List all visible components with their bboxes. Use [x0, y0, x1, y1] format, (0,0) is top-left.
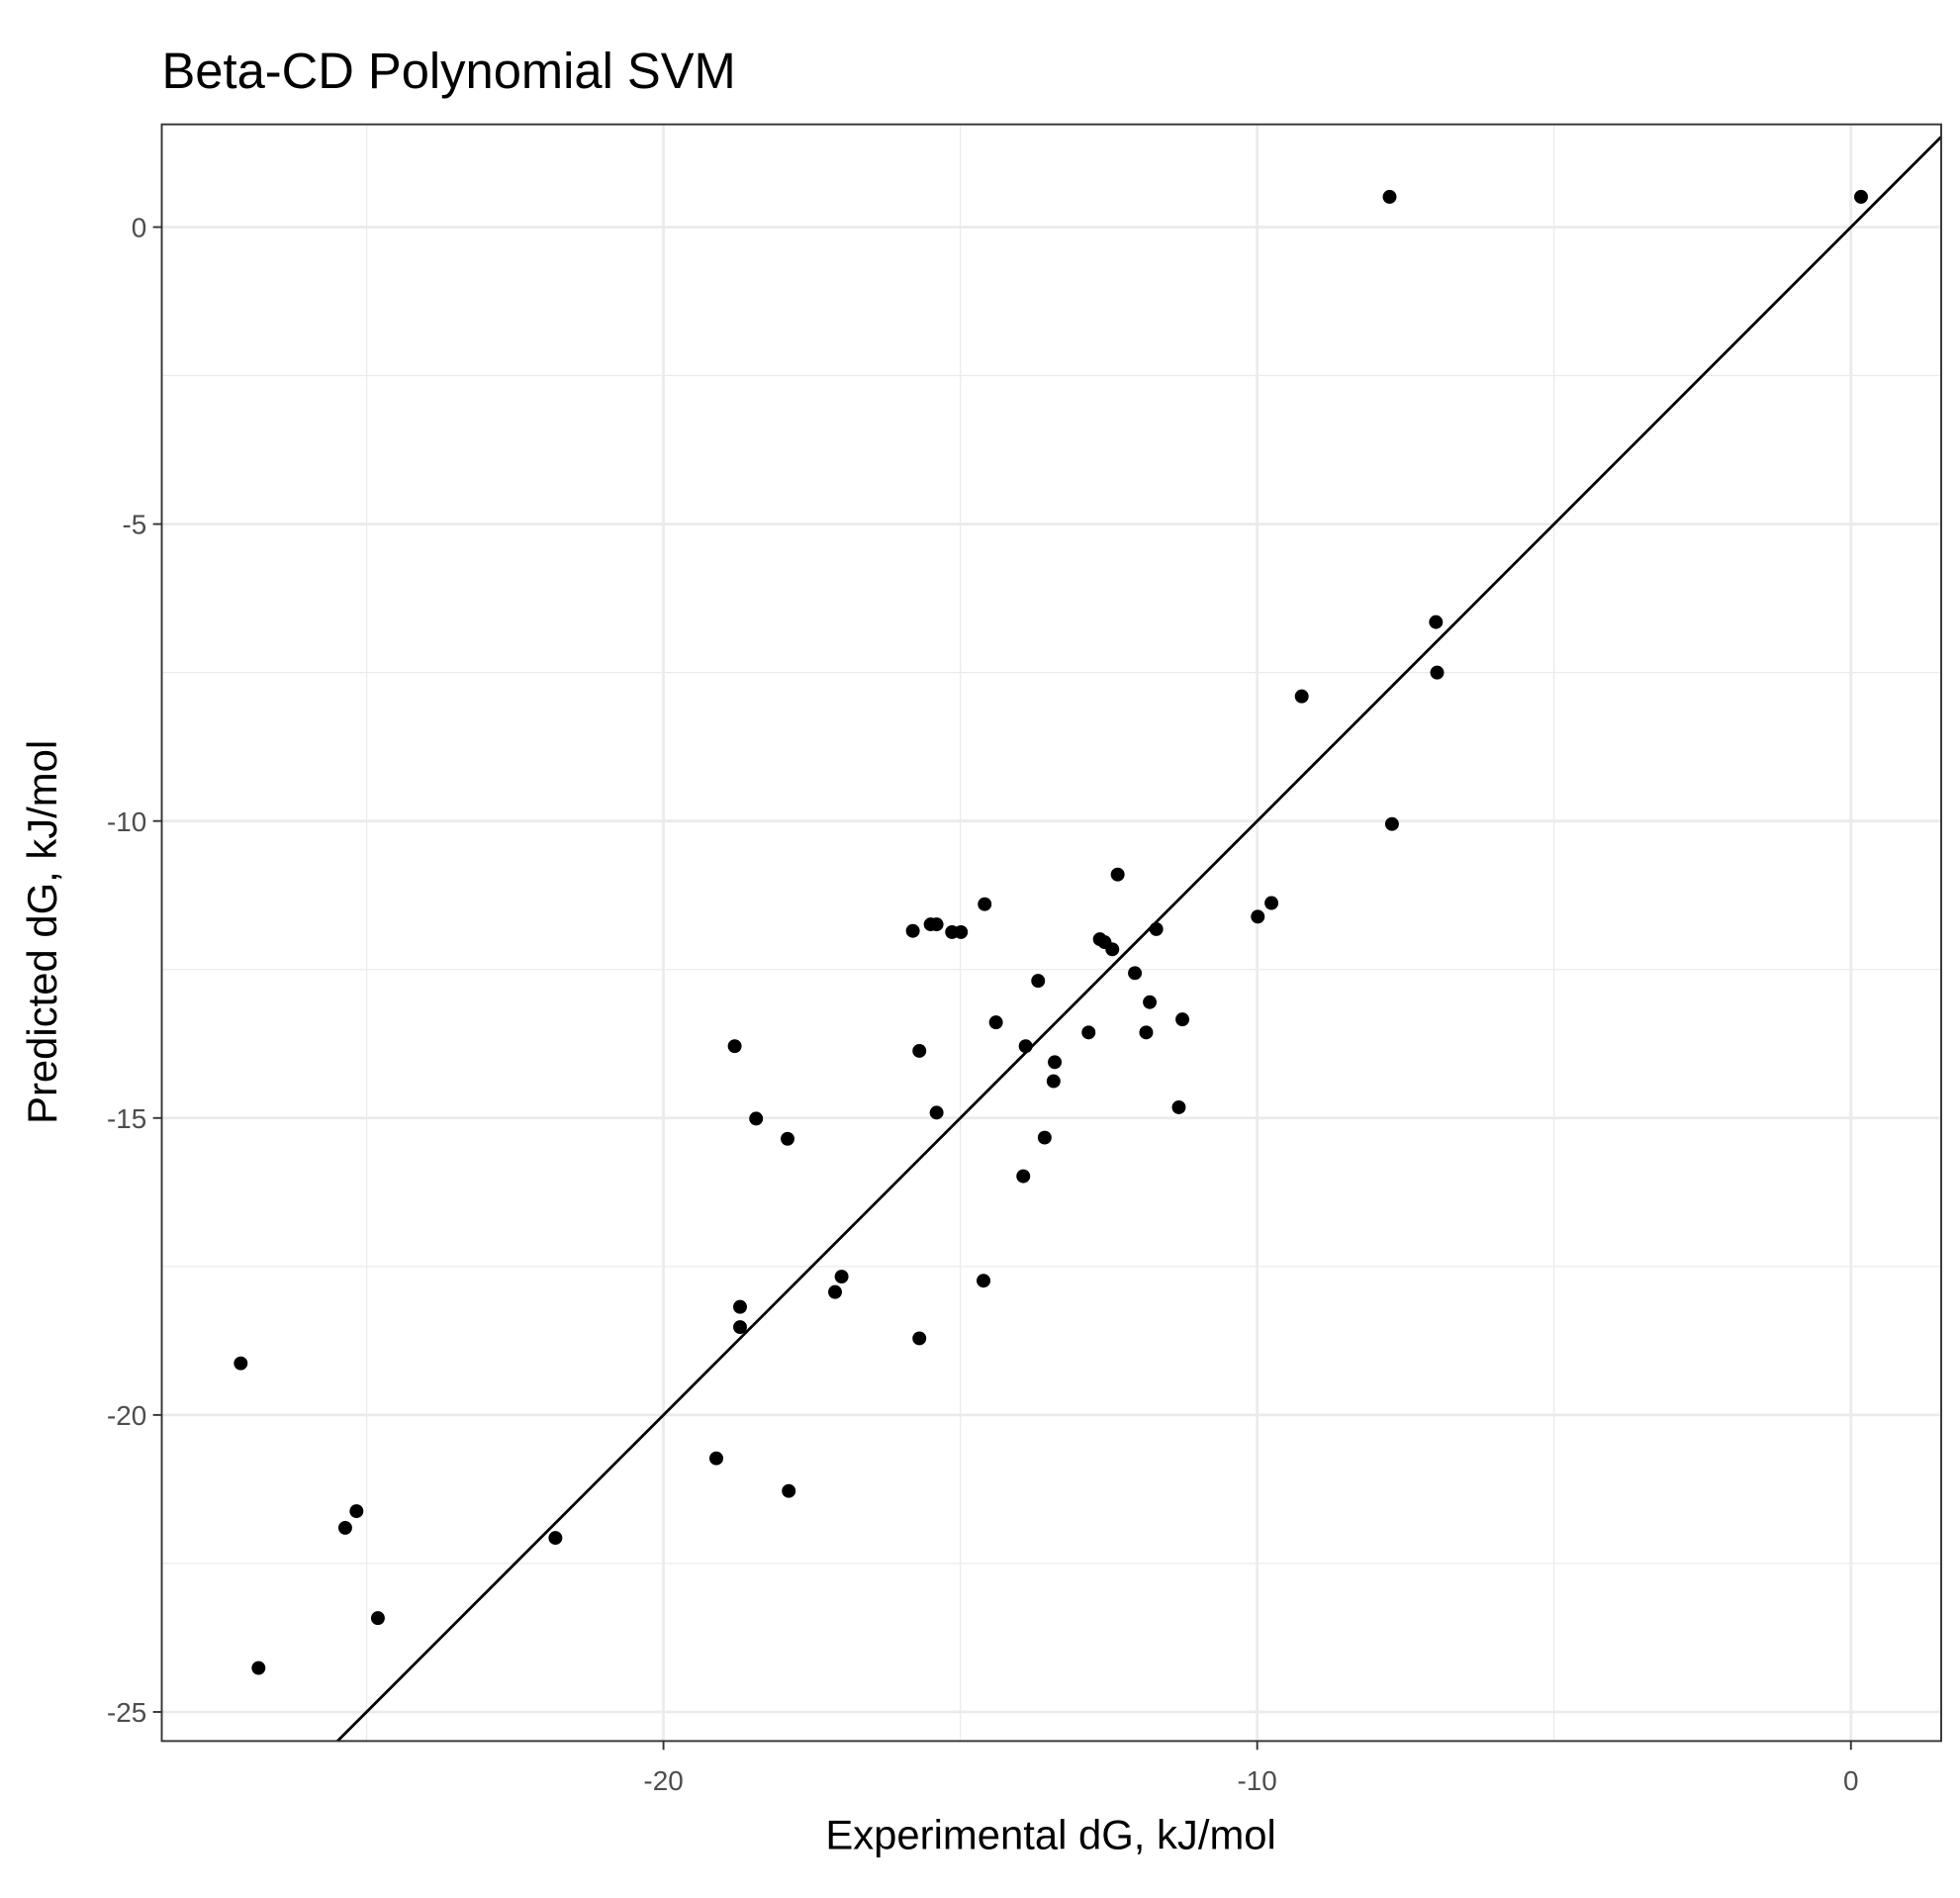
point	[1143, 995, 1158, 1009]
chart-title: Beta-CD Polynomial SVM	[161, 43, 735, 99]
x-tick-label: 0	[1843, 1765, 1859, 1796]
point	[1429, 615, 1444, 629]
point	[1016, 1169, 1031, 1184]
identity-line	[336, 136, 1942, 1743]
point	[251, 1661, 266, 1675]
point	[1037, 1130, 1052, 1145]
point	[1382, 189, 1397, 204]
x-tick-label: -10	[1238, 1765, 1277, 1796]
point	[370, 1611, 385, 1626]
point	[1264, 896, 1279, 910]
point	[954, 924, 969, 939]
point	[1294, 689, 1309, 704]
point	[1175, 1012, 1190, 1027]
point	[727, 1039, 742, 1054]
y-tick-label: -25	[107, 1697, 146, 1728]
point	[709, 1451, 723, 1466]
point	[1854, 189, 1868, 204]
y-tick-label: -20	[107, 1400, 146, 1431]
point	[1128, 966, 1143, 981]
point	[749, 1111, 764, 1126]
point	[834, 1270, 849, 1284]
point	[1251, 909, 1265, 924]
point	[1110, 867, 1125, 882]
point	[978, 897, 992, 911]
point	[1430, 665, 1445, 680]
y-axis-label: Predicted dG, kJ/mol	[19, 740, 65, 1124]
point	[1018, 1039, 1033, 1054]
point	[337, 1520, 352, 1535]
point	[733, 1320, 747, 1335]
point	[912, 1331, 927, 1346]
x-axis-label: Experimental dG, kJ/mol	[825, 1811, 1275, 1857]
point	[828, 1284, 842, 1299]
point	[1384, 816, 1399, 831]
grid	[161, 124, 1941, 1742]
marks	[233, 136, 1942, 1743]
y-tick-label: -5	[122, 510, 146, 540]
y-tick-label: 0	[132, 213, 147, 243]
x-tick-label: -20	[643, 1765, 683, 1796]
point	[1046, 1074, 1061, 1089]
point	[977, 1274, 991, 1288]
point	[781, 1131, 794, 1146]
point	[988, 1015, 1003, 1030]
point	[1031, 974, 1046, 989]
point	[782, 1483, 796, 1498]
point	[1105, 942, 1120, 957]
point	[905, 923, 920, 938]
point	[1048, 1055, 1063, 1070]
y-tick-label: -15	[107, 1103, 146, 1134]
point	[929, 1105, 944, 1120]
point	[733, 1299, 747, 1314]
panel-border	[160, 123, 1942, 1743]
point	[1139, 1025, 1154, 1040]
point	[912, 1043, 927, 1058]
point	[1149, 921, 1164, 936]
point	[233, 1356, 248, 1371]
point	[1171, 1100, 1186, 1114]
point	[548, 1531, 563, 1546]
point	[929, 917, 944, 932]
point	[1081, 1025, 1096, 1040]
point	[349, 1504, 364, 1519]
y-tick-label: -10	[107, 807, 146, 837]
